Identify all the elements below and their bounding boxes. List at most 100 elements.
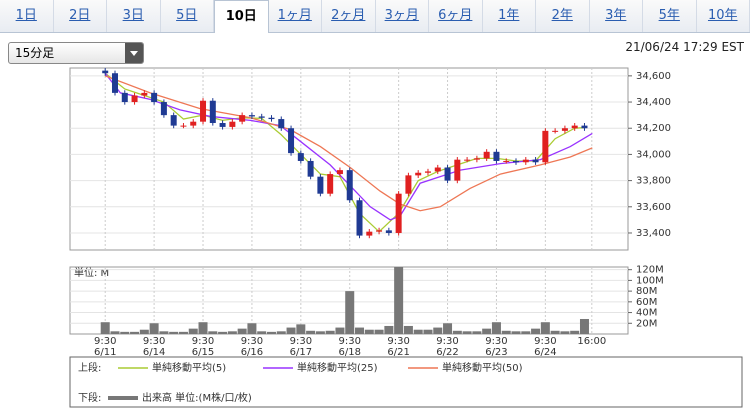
tab-bar: 1日 2日 3日 5日 10日 1ヶ月 2ヶ月 3ヶ月 6ヶ月 1年 2年 3年 5年 10年 — [0, 0, 750, 33]
candle-body — [376, 230, 383, 232]
legend-bottom-label: 下段: — [78, 391, 101, 404]
y-tick-label: 100M — [636, 275, 664, 286]
y-tick-label: 33,800 — [636, 176, 671, 187]
candle-body — [102, 70, 109, 74]
x-tick-label: 9:30 — [94, 336, 116, 347]
candle-body — [454, 159, 461, 181]
volume-bar — [306, 330, 316, 334]
y-tick-label: 80M — [636, 286, 657, 297]
candle-body — [424, 171, 431, 173]
tab[interactable]: 5年 — [643, 0, 697, 32]
legend-label: 単純移動平均(25) — [297, 361, 378, 374]
volume-bar — [296, 324, 306, 334]
x-tick-date: 6/16 — [241, 347, 263, 358]
candle-body — [346, 170, 353, 201]
volume-bar — [570, 330, 580, 334]
candle-body — [288, 128, 295, 154]
candle-body — [513, 160, 520, 163]
tab[interactable]: 6ヶ月 — [429, 0, 483, 32]
candle-body — [473, 158, 480, 160]
interval-dropdown[interactable]: 15分足 — [8, 42, 144, 64]
candle-body — [522, 159, 529, 163]
y-tick-label: 34,200 — [636, 123, 671, 134]
candle-body — [141, 92, 148, 96]
legend-top-label: 上段: — [78, 361, 101, 374]
candle-body — [278, 119, 285, 129]
candle-body — [229, 121, 236, 127]
legend-label: 単純移動平均(50) — [442, 361, 523, 374]
timestamp: 21/06/24 17:29 EST — [625, 40, 744, 54]
candle-body — [180, 125, 187, 127]
volume-bar — [120, 331, 130, 334]
volume-bar — [560, 331, 570, 334]
tab[interactable]: 3日 — [107, 0, 161, 32]
x-tick-label: 9:30 — [192, 336, 214, 347]
tab[interactable]: 10日 — [214, 0, 269, 33]
candle-body — [317, 176, 324, 194]
legend-label: 出来高 単位:(M株/口/枚) — [142, 391, 252, 404]
tab[interactable]: 1日 — [0, 0, 54, 32]
candle-body — [297, 153, 304, 161]
tab[interactable]: 2ヶ月 — [322, 0, 376, 32]
volume-bar — [139, 329, 149, 334]
volume-bar — [345, 291, 355, 334]
volume-bar — [491, 322, 501, 334]
volume-bar — [433, 327, 443, 334]
candle-body — [532, 159, 539, 163]
candle-body — [385, 230, 392, 233]
tab[interactable]: 3年 — [590, 0, 643, 32]
candle-body — [503, 160, 510, 162]
candle-body — [464, 159, 471, 161]
candle-body — [552, 130, 559, 132]
candle-body — [268, 117, 275, 120]
x-tick-label: 9:30 — [290, 336, 312, 347]
dropdown-arrow[interactable] — [125, 43, 143, 63]
candle-body — [366, 231, 373, 236]
tab[interactable]: 3ヶ月 — [376, 0, 429, 32]
volume-bar — [159, 331, 169, 334]
volume-bar — [237, 328, 247, 334]
x-tick-label: 9:30 — [387, 336, 409, 347]
volume-bar — [208, 331, 218, 334]
moving-average — [104, 72, 593, 221]
volume-bar — [276, 331, 286, 334]
candle-body — [209, 100, 216, 123]
tab[interactable]: 1年 — [483, 0, 536, 32]
volume-bar — [110, 331, 120, 334]
x-tick-label: 9:30 — [143, 336, 165, 347]
x-tick-date: 6/15 — [192, 347, 214, 358]
volume-bar — [394, 267, 404, 334]
legend-label: 単純移動平均(5) — [152, 361, 226, 374]
candle-body — [121, 92, 128, 103]
x-tick-date: 6/21 — [387, 347, 409, 358]
candle-body — [258, 116, 265, 118]
candle-body — [200, 100, 207, 122]
volume-bar — [501, 330, 511, 334]
volume-bar — [550, 330, 560, 334]
legend-box — [69, 356, 743, 408]
candle-body — [219, 122, 226, 127]
candle-body — [405, 175, 412, 194]
volume-bar — [286, 327, 296, 334]
y-tick-label: 20M — [636, 318, 657, 329]
tab[interactable]: 2日 — [54, 0, 107, 32]
x-tick-date: 6/17 — [290, 347, 312, 358]
tab[interactable]: 2年 — [536, 0, 590, 32]
y-tick-label: 34,600 — [636, 71, 671, 82]
x-tick-label: 9:30 — [534, 336, 556, 347]
volume-bar — [452, 330, 462, 334]
volume-bar — [364, 329, 374, 334]
candle-body — [336, 170, 343, 175]
volume-bar — [472, 331, 482, 334]
volume-bar — [482, 328, 492, 334]
tab[interactable]: 1ヶ月 — [269, 0, 322, 32]
tab[interactable]: 5日 — [161, 0, 214, 32]
candle-body — [571, 125, 578, 129]
volume-bar — [257, 331, 267, 334]
volume-bar — [531, 328, 541, 334]
y-tick-label: 60M — [636, 297, 657, 308]
y-tick-label: 40M — [636, 308, 657, 319]
volume-bar — [511, 331, 521, 334]
x-tick-date: 6/24 — [534, 347, 556, 358]
